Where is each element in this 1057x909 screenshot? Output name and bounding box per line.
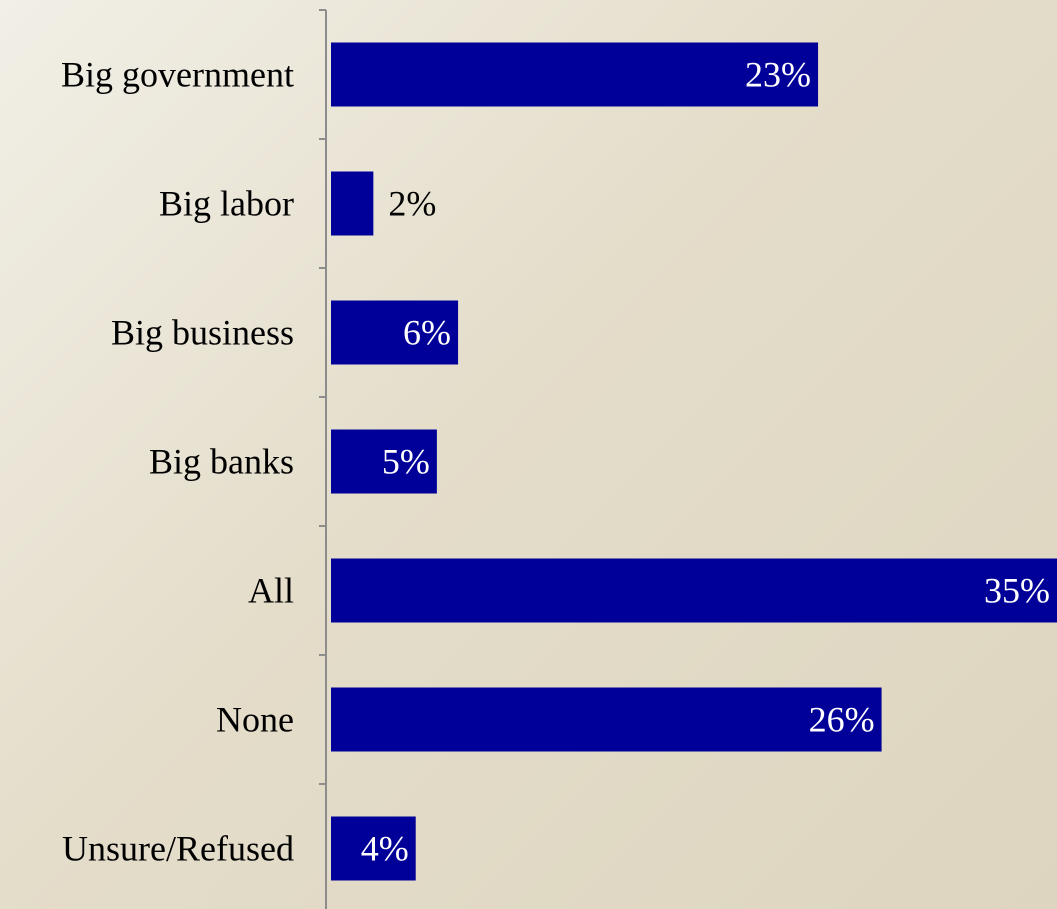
category-label: None <box>216 700 294 740</box>
data-label: 2% <box>388 184 436 224</box>
category-label: Big government <box>61 55 294 95</box>
bar <box>331 171 374 236</box>
category-label: All <box>248 571 294 611</box>
data-label: 4% <box>361 829 409 869</box>
bar <box>331 429 437 494</box>
bars-layer <box>331 42 1057 881</box>
data-label: 23% <box>745 55 811 95</box>
category-label: Big labor <box>159 184 294 224</box>
bar <box>331 300 459 365</box>
bar <box>331 558 1057 623</box>
category-label: Unsure/Refused <box>62 829 294 869</box>
bar <box>331 816 416 881</box>
data-label: 5% <box>382 442 430 482</box>
category-label: Big banks <box>149 442 294 482</box>
data-label: 6% <box>403 313 451 353</box>
data-label: 35% <box>984 571 1050 611</box>
data-label: 26% <box>809 700 875 740</box>
category-label: Big business <box>111 313 294 353</box>
labels-layer: Big government 23% Big labor 2% Big business… <box>61 55 1050 869</box>
bar <box>331 687 882 752</box>
bar <box>331 42 819 107</box>
category-axis <box>319 9 327 909</box>
